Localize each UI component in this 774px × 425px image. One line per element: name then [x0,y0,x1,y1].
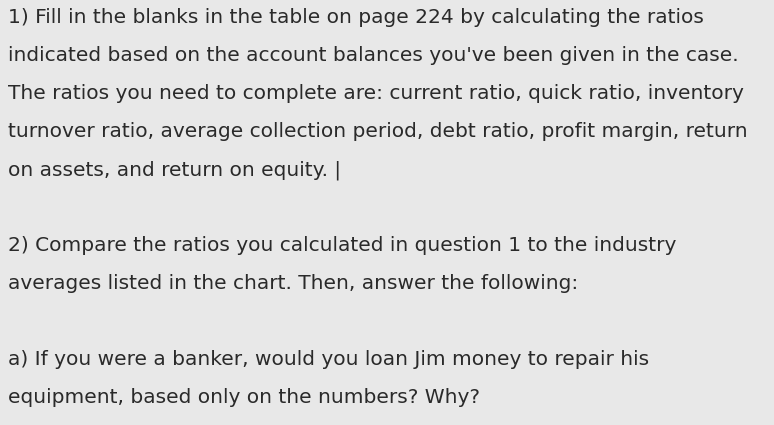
Text: a) If you were a banker, would you loan Jim money to repair his: a) If you were a banker, would you loan … [8,350,649,369]
Text: turnover ratio, average collection period, debt ratio, profit margin, return: turnover ratio, average collection perio… [8,122,748,141]
Text: 1) Fill in the blanks in the table on page 224 by calculating the ratios: 1) Fill in the blanks in the table on pa… [8,8,704,27]
Text: The ratios you need to complete are: current ratio, quick ratio, inventory: The ratios you need to complete are: cur… [8,84,744,103]
Text: averages listed in the chart. Then, answer the following:: averages listed in the chart. Then, answ… [8,274,578,293]
Text: indicated based on the account balances you've been given in the case.: indicated based on the account balances … [8,46,738,65]
Text: on assets, and return on equity. |: on assets, and return on equity. | [8,160,341,179]
Text: equipment, based only on the numbers? Why?: equipment, based only on the numbers? Wh… [8,388,480,407]
Text: 2) Compare the ratios you calculated in question 1 to the industry: 2) Compare the ratios you calculated in … [8,236,676,255]
